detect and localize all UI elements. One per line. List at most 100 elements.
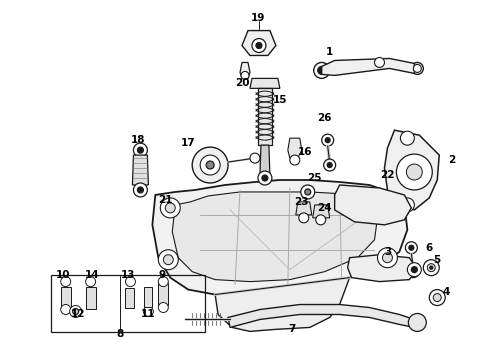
Circle shape xyxy=(400,198,415,212)
Circle shape xyxy=(427,264,435,272)
Circle shape xyxy=(429,289,445,306)
Polygon shape xyxy=(228,305,415,328)
Bar xyxy=(145,287,152,306)
Circle shape xyxy=(409,245,414,250)
Circle shape xyxy=(125,276,135,287)
Text: 9: 9 xyxy=(159,270,166,280)
Text: 24: 24 xyxy=(318,203,332,213)
Circle shape xyxy=(412,62,423,75)
Circle shape xyxy=(430,266,433,269)
Polygon shape xyxy=(335,185,412,225)
Circle shape xyxy=(73,309,78,315)
Bar xyxy=(125,288,134,307)
Circle shape xyxy=(133,183,147,197)
Circle shape xyxy=(412,267,417,273)
Circle shape xyxy=(163,255,173,265)
Text: 26: 26 xyxy=(318,113,332,123)
Circle shape xyxy=(314,62,330,78)
Circle shape xyxy=(165,203,175,213)
Circle shape xyxy=(325,138,330,143)
Bar xyxy=(158,283,168,305)
Polygon shape xyxy=(240,62,250,78)
Circle shape xyxy=(327,163,332,167)
Circle shape xyxy=(200,155,220,175)
Text: 23: 23 xyxy=(294,197,309,207)
Text: 17: 17 xyxy=(181,138,196,148)
Polygon shape xyxy=(296,202,312,215)
Circle shape xyxy=(158,250,178,270)
Circle shape xyxy=(423,260,439,276)
Text: 3: 3 xyxy=(384,247,391,257)
Circle shape xyxy=(406,164,422,180)
Polygon shape xyxy=(250,78,280,88)
Circle shape xyxy=(192,147,228,183)
Circle shape xyxy=(206,161,214,169)
Circle shape xyxy=(86,276,96,287)
Circle shape xyxy=(137,147,144,153)
Polygon shape xyxy=(288,138,302,158)
Text: 14: 14 xyxy=(85,270,100,280)
Polygon shape xyxy=(132,155,148,185)
Text: 11: 11 xyxy=(141,310,156,319)
Polygon shape xyxy=(215,278,349,332)
Polygon shape xyxy=(242,31,276,55)
Circle shape xyxy=(252,39,266,53)
Circle shape xyxy=(433,293,441,302)
Text: 19: 19 xyxy=(251,13,265,23)
Polygon shape xyxy=(172,192,377,282)
Circle shape xyxy=(385,203,394,213)
Circle shape xyxy=(318,67,326,75)
Circle shape xyxy=(250,153,260,163)
Polygon shape xyxy=(313,205,330,218)
Circle shape xyxy=(61,305,71,315)
Circle shape xyxy=(290,155,300,165)
Text: 10: 10 xyxy=(55,270,70,280)
Circle shape xyxy=(61,276,71,287)
Text: 8: 8 xyxy=(117,329,124,339)
Polygon shape xyxy=(347,255,417,282)
Text: 6: 6 xyxy=(426,243,433,253)
Text: 7: 7 xyxy=(288,324,295,334)
Polygon shape xyxy=(152,180,407,294)
Circle shape xyxy=(158,276,168,287)
Circle shape xyxy=(414,64,421,72)
Text: 15: 15 xyxy=(272,95,287,105)
Circle shape xyxy=(160,198,180,218)
Circle shape xyxy=(383,253,392,263)
Circle shape xyxy=(256,42,262,49)
Text: 12: 12 xyxy=(71,310,85,319)
Circle shape xyxy=(301,185,315,199)
Text: 13: 13 xyxy=(121,270,136,280)
Bar xyxy=(51,275,205,332)
Text: 21: 21 xyxy=(158,195,172,205)
Text: 4: 4 xyxy=(442,287,450,297)
Polygon shape xyxy=(258,88,272,145)
Circle shape xyxy=(407,266,419,278)
Circle shape xyxy=(316,215,326,225)
Circle shape xyxy=(158,302,168,312)
Polygon shape xyxy=(385,130,439,210)
Text: 25: 25 xyxy=(308,173,322,183)
Circle shape xyxy=(258,171,272,185)
Bar xyxy=(61,287,71,309)
Text: 22: 22 xyxy=(380,170,395,180)
Circle shape xyxy=(396,154,432,190)
Circle shape xyxy=(70,306,82,318)
Circle shape xyxy=(379,198,399,218)
Circle shape xyxy=(144,306,153,316)
Circle shape xyxy=(305,189,311,195)
Circle shape xyxy=(400,131,415,145)
Text: 18: 18 xyxy=(131,135,146,145)
Circle shape xyxy=(408,314,426,332)
Polygon shape xyxy=(260,145,270,175)
Circle shape xyxy=(324,159,336,171)
Circle shape xyxy=(241,71,249,80)
Text: 2: 2 xyxy=(448,155,456,165)
Text: 5: 5 xyxy=(434,255,441,265)
Circle shape xyxy=(262,175,268,181)
Polygon shape xyxy=(322,58,415,75)
Text: 20: 20 xyxy=(235,78,249,88)
Circle shape xyxy=(299,213,309,223)
Circle shape xyxy=(405,242,417,254)
Bar xyxy=(86,287,96,309)
